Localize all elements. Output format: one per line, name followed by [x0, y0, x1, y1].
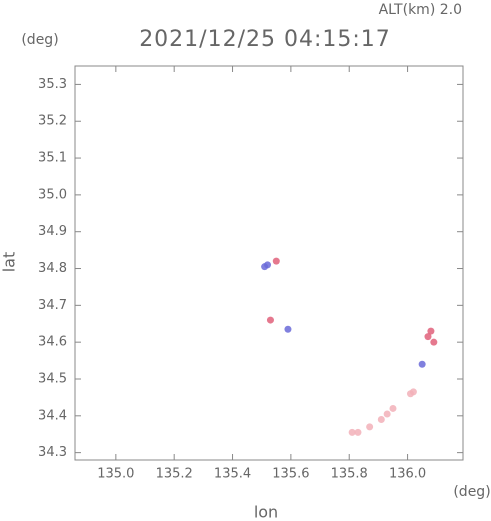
x-tick-label: 135.0	[97, 467, 134, 482]
y-tick-label: 35.1	[38, 151, 67, 166]
echo-point	[383, 410, 391, 418]
y-tick-label: 35.3	[38, 77, 67, 92]
echo-point	[430, 338, 438, 346]
x-axis-label: lon	[254, 503, 278, 521]
y-unit: (deg)	[21, 32, 58, 48]
y-tick-label: 34.5	[38, 371, 67, 386]
x-unit: (deg)	[453, 484, 490, 500]
echo-point	[366, 423, 374, 431]
plot-frame	[74, 65, 464, 461]
y-tick-label: 35.2	[38, 114, 67, 129]
x-tick-label: 136.0	[389, 467, 426, 482]
y-axis-label: lat	[0, 252, 19, 273]
echo-point	[348, 428, 356, 436]
echo-point	[427, 327, 435, 335]
echo-point	[377, 415, 385, 423]
echo-point	[389, 404, 397, 412]
echo-point	[424, 333, 432, 341]
y-tick-label: 35.0	[38, 187, 67, 202]
x-tick-label: 135.8	[331, 467, 368, 482]
echo-point	[418, 360, 426, 368]
y-tick-label: 34.6	[38, 335, 67, 350]
x-tick-label: 135.4	[214, 467, 251, 482]
x-tick-label: 135.6	[272, 467, 309, 482]
echo-point	[266, 316, 274, 324]
y-tick-label: 34.7	[38, 298, 67, 313]
y-tick-label: 34.4	[38, 408, 67, 423]
echo-point	[272, 257, 280, 265]
annotation: ALT(km) 2.0	[379, 2, 462, 18]
echo-point	[409, 388, 417, 396]
chart-title: 2021/12/25 04:15:17	[139, 27, 391, 52]
y-tick-label: 34.3	[38, 445, 67, 460]
x-tick-label: 135.2	[156, 467, 193, 482]
echo-point	[284, 325, 292, 333]
y-tick-label: 34.8	[38, 261, 67, 276]
echo-point	[354, 428, 362, 436]
echo-point	[264, 261, 272, 269]
y-tick-label: 34.9	[38, 224, 67, 239]
